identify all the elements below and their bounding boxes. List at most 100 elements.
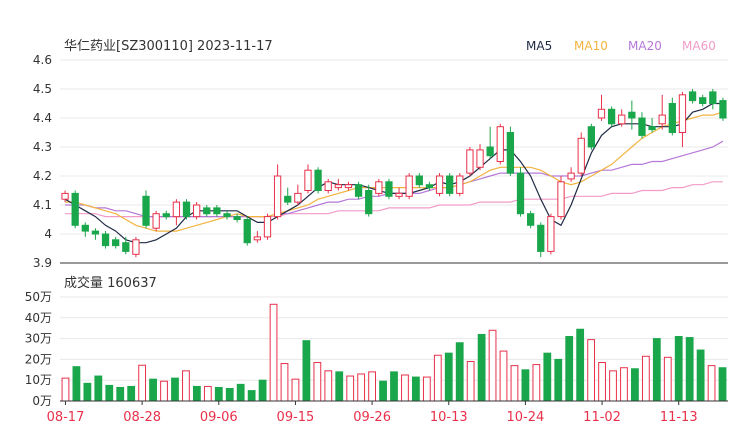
volume-bar: [401, 374, 409, 402]
candle: [496, 123, 504, 165]
volume-tick-label: 20万: [25, 352, 52, 366]
volume-bar: [94, 375, 103, 402]
candle-body: [213, 207, 221, 215]
candle: [91, 228, 100, 240]
volume-bar: [335, 371, 344, 402]
volume-bar: [466, 360, 475, 402]
candle: [253, 231, 262, 243]
candle-body: [516, 172, 525, 215]
volume-tick-label: 10万: [25, 373, 52, 387]
candle: [132, 236, 140, 258]
price-tick-label: 3.9: [33, 256, 52, 270]
volume-bar: [455, 342, 464, 402]
volume-tick-label: 0万: [32, 394, 52, 408]
price-gridlines: [60, 59, 728, 264]
candle: [192, 202, 201, 220]
candle: [223, 210, 231, 220]
candle-body: [253, 236, 262, 241]
volume-bar: [182, 370, 190, 402]
candle-body: [577, 137, 585, 174]
volume-bar: [171, 377, 179, 402]
candle: [395, 187, 403, 200]
candle-body: [547, 216, 555, 252]
volume-bar: [116, 386, 125, 402]
candle-body: [273, 175, 282, 218]
volume-bar: [138, 364, 147, 402]
candle: [152, 210, 160, 232]
price-tick-label: 4.4: [33, 111, 52, 125]
candle-body: [486, 146, 494, 157]
volume-bar: [609, 370, 617, 402]
volume-bar: [412, 376, 420, 402]
volume-bar: [357, 373, 366, 402]
volume-bar: [488, 329, 497, 402]
candle-body: [203, 207, 211, 215]
price-tick-label: 4.5: [33, 82, 52, 96]
candle-body: [496, 126, 504, 162]
volume-bar: [280, 363, 289, 402]
candle: [142, 190, 150, 229]
candle: [203, 205, 211, 217]
candle: [71, 190, 79, 229]
price-y-axis-ticks: 4.6 4.5 4.4 4.3 4.2 4.1 4 3.9: [33, 53, 52, 270]
candle-body: [101, 233, 110, 247]
volume-bar: [565, 336, 574, 402]
candle: [81, 222, 89, 237]
volume-bar: [302, 340, 311, 402]
candle-body: [263, 216, 272, 238]
date-label: 08-28: [123, 410, 161, 425]
candle-body: [446, 175, 454, 194]
volume-bar: [718, 367, 727, 402]
chart-title: 华仁药业[SZ300110] 2023-11-17: [64, 39, 273, 54]
date-label: 10-24: [507, 410, 545, 425]
candle-body: [152, 213, 160, 229]
candle: [709, 89, 717, 110]
candle-body: [506, 132, 515, 174]
volume-bar: [291, 378, 300, 402]
volume-bar: [499, 350, 508, 402]
legend-ma5: MA5: [526, 39, 552, 53]
candle-body: [476, 149, 484, 168]
candle-body: [223, 213, 231, 218]
candle-body: [699, 97, 707, 104]
candle-body: [435, 175, 444, 194]
candle-body: [567, 172, 575, 180]
candle-body: [587, 126, 596, 148]
volume-bar: [214, 386, 223, 402]
price-tick-label: 4.1: [33, 198, 52, 212]
candle: [112, 236, 120, 249]
volume-bar: [510, 365, 519, 402]
candle: [638, 112, 646, 139]
volume-bar: [598, 362, 606, 402]
volume-bar: [696, 349, 705, 402]
price-tick-label: 4.2: [33, 169, 52, 183]
candle-body: [344, 184, 353, 189]
date-label: 10-13: [430, 410, 468, 425]
candle-body: [628, 111, 636, 119]
candle: [486, 126, 494, 159]
candle: [425, 181, 434, 191]
candle-body: [557, 181, 565, 218]
volume-bar: [631, 368, 639, 402]
candle-body: [132, 239, 140, 255]
volume-title: 成交量 160637: [64, 275, 157, 291]
candle: [435, 173, 444, 197]
volume-bar: [685, 337, 694, 402]
volume-bar: [390, 371, 398, 402]
candle-body: [405, 175, 413, 197]
volume-bar: [83, 382, 92, 402]
candle: [354, 181, 363, 200]
date-label: 11-13: [660, 410, 698, 425]
date-label: 09-15: [277, 410, 315, 425]
candle-body: [112, 239, 120, 247]
candle-body: [719, 100, 727, 119]
candle-body: [142, 195, 150, 226]
volume-bar: [641, 355, 650, 402]
candle: [324, 178, 332, 194]
candle: [273, 164, 282, 220]
candle: [567, 167, 575, 182]
candle: [476, 144, 484, 171]
moving-average-lines: [64, 102, 724, 244]
candle-body: [709, 91, 717, 105]
candle-body: [658, 114, 666, 125]
